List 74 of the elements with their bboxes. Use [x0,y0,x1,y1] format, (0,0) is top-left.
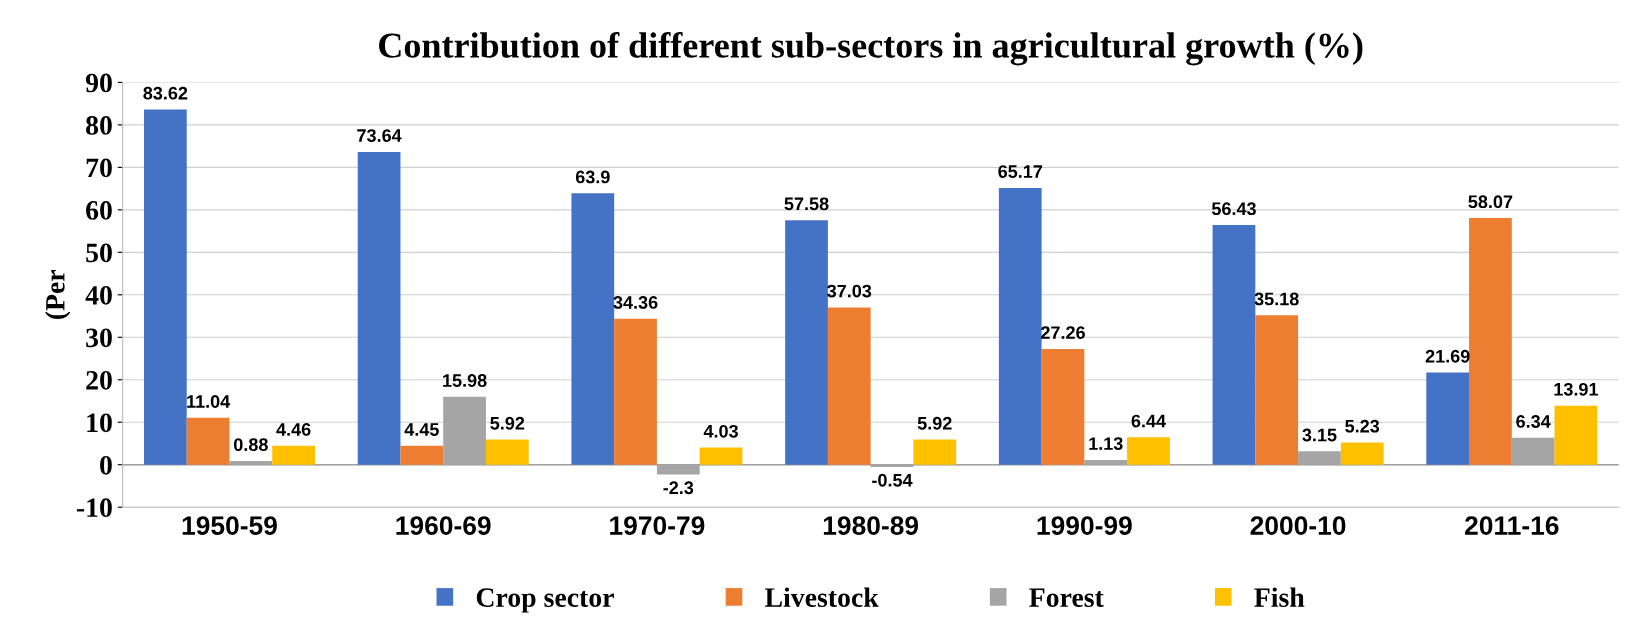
data-label: 58.07 [1468,195,1513,209]
data-label: -2.3 [663,481,694,495]
data-label: 1.13 [1089,437,1123,451]
bar [1426,372,1470,465]
bar [827,307,871,465]
data-label: 13.91 [1554,382,1598,396]
bar [443,396,486,465]
bar [1340,442,1384,465]
bar [186,417,230,465]
bar [357,151,401,465]
y-tick-label: -10 [76,498,112,518]
bar [1298,451,1341,465]
y-tick-label: 0 [100,455,112,475]
data-label: 5.23 [1345,419,1380,433]
y-tick-label: 60 [86,201,112,220]
data-label: 65.17 [998,165,1043,178]
bar [1127,437,1170,465]
data-label: 5.92 [917,416,952,430]
bar [1041,348,1085,465]
x-tick-label: 1950-59 [182,516,277,535]
bar [614,318,657,465]
y-tick-label: 10 [87,413,112,433]
bar [485,439,529,465]
data-label: 4.03 [703,424,738,438]
bar [1212,225,1256,465]
y-tick-label: 80 [86,116,112,135]
x-tick-label: 1970-79 [610,516,705,535]
bar [913,439,957,465]
data-label: 5.92 [490,416,525,430]
bar [1255,315,1299,465]
data-label: 0.88 [234,438,268,452]
data-label: 57.58 [784,197,829,211]
bar [699,447,743,465]
data-label: 56.43 [1211,202,1256,216]
x-tick-label: 1980-89 [823,516,919,535]
y-tick-label: 30 [86,328,112,348]
bar [272,445,315,465]
bar [229,460,273,465]
bar [400,445,444,465]
legend-label: Crop sector [476,588,614,613]
y-tick-label: 20 [86,370,112,390]
data-label: 27.26 [1041,326,1085,339]
legend-label: Forest [1029,588,1104,607]
data-label: 6.44 [1131,414,1166,428]
bar [144,109,187,465]
bar [998,187,1042,465]
x-tick-label: 1960-69 [396,516,491,535]
x-tick-label: 2000-10 [1250,516,1346,535]
x-tick-label: 2011-16 [1465,516,1559,535]
data-label: -0.54 [872,473,913,487]
bar [571,193,615,465]
bar [1084,459,1128,465]
bar [1469,218,1512,465]
y-tick-label: 40 [85,285,112,305]
y-tick-label: 70 [86,158,112,178]
y-tick-label: 50 [86,243,112,263]
bar [785,220,828,465]
legend-label: Livestock [765,587,879,607]
data-label: 73.64 [357,129,402,142]
x-tick-label: 1990-99 [1037,516,1132,535]
bar [1554,405,1598,465]
y-axis-title: (Per [45,269,71,320]
legend-label: Fish [1254,587,1305,607]
data-label: 3.15 [1302,428,1337,442]
data-label: 4.45 [404,423,439,436]
bar [1511,437,1555,465]
data-label: 15.98 [443,374,487,387]
data-label: 6.34 [1516,415,1551,428]
data-label: 4.46 [276,423,311,436]
y-tick-label: 90 [85,73,112,93]
data-label: 63.9 [575,170,610,184]
chart-title: Contribution of different sub-sectors in agricultural growth (%) [379,32,1363,66]
data-label: 11.04 [187,395,231,408]
data-label: 83.62 [143,86,188,100]
